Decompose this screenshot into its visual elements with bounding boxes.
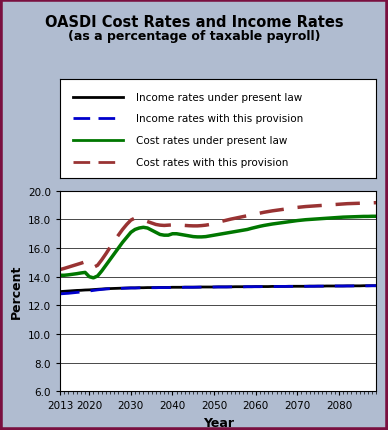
Text: Cost rates under present law: Cost rates under present law	[136, 136, 288, 146]
Text: (as a percentage of taxable payroll): (as a percentage of taxable payroll)	[68, 30, 320, 43]
Text: Income rates under present law: Income rates under present law	[136, 92, 302, 102]
Y-axis label: Percent: Percent	[9, 264, 23, 319]
Text: Income rates with this provision: Income rates with this provision	[136, 114, 303, 124]
Text: Cost rates with this provision: Cost rates with this provision	[136, 158, 288, 168]
X-axis label: Year: Year	[203, 416, 234, 429]
Text: OASDI Cost Rates and Income Rates: OASDI Cost Rates and Income Rates	[45, 15, 343, 30]
